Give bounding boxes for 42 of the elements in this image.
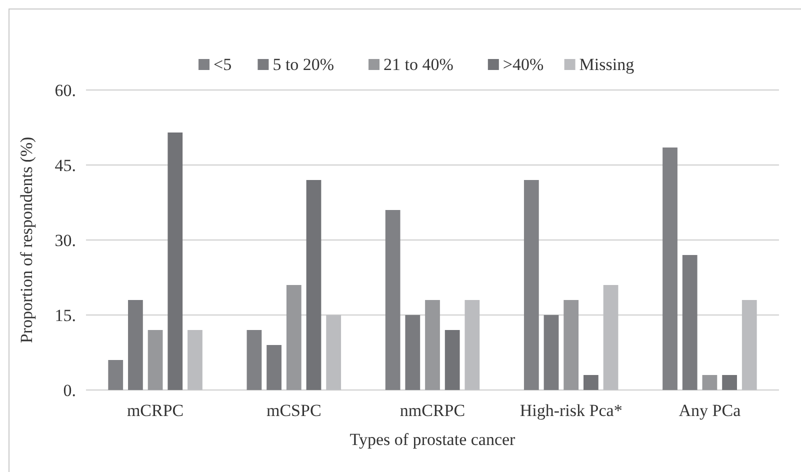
legend-label: 5 to 20% [272, 55, 334, 74]
bar [584, 375, 598, 390]
y-axis-title: Proportion of respondents (%) [17, 136, 36, 344]
bar [168, 132, 183, 390]
bar [266, 345, 282, 390]
bar [326, 315, 342, 390]
bar [603, 285, 618, 390]
bar [742, 300, 757, 390]
y-tick-label: 0. [63, 380, 76, 400]
x-axis-title: Types of prostate cancer [350, 430, 516, 449]
x-tick-label: mCSPC [266, 401, 322, 420]
bar [188, 330, 202, 390]
bar [148, 330, 163, 390]
bar [425, 300, 440, 390]
bar [702, 375, 718, 390]
bar [682, 255, 698, 390]
bar [662, 148, 678, 390]
y-tick-label: 45. [54, 156, 76, 175]
x-tick-label: mCRPC [126, 401, 184, 420]
legend-label: Missing [579, 55, 635, 74]
bar [306, 180, 322, 390]
bar [564, 300, 579, 390]
bar [246, 330, 262, 390]
bar [544, 315, 559, 390]
bar [464, 300, 480, 390]
y-tick-label: 15. [54, 306, 76, 325]
x-tick-label: High-risk Pca* [520, 401, 622, 420]
bar [405, 315, 420, 390]
y-tick-label: 30. [54, 230, 76, 250]
y-tick-label: 60. [54, 80, 76, 100]
x-tick-label: Any PCa [678, 401, 742, 420]
legend-label: 21 to 40% [384, 55, 454, 74]
x-tick-label: nmCRPC [400, 401, 466, 420]
bar [128, 300, 143, 390]
bar [108, 360, 124, 390]
bar [524, 180, 539, 390]
bar [444, 330, 460, 390]
legend-label: <5 [214, 55, 232, 74]
bar [722, 375, 737, 390]
bar [286, 285, 302, 390]
legend-label: >40% [502, 55, 544, 74]
bar [385, 210, 400, 390]
